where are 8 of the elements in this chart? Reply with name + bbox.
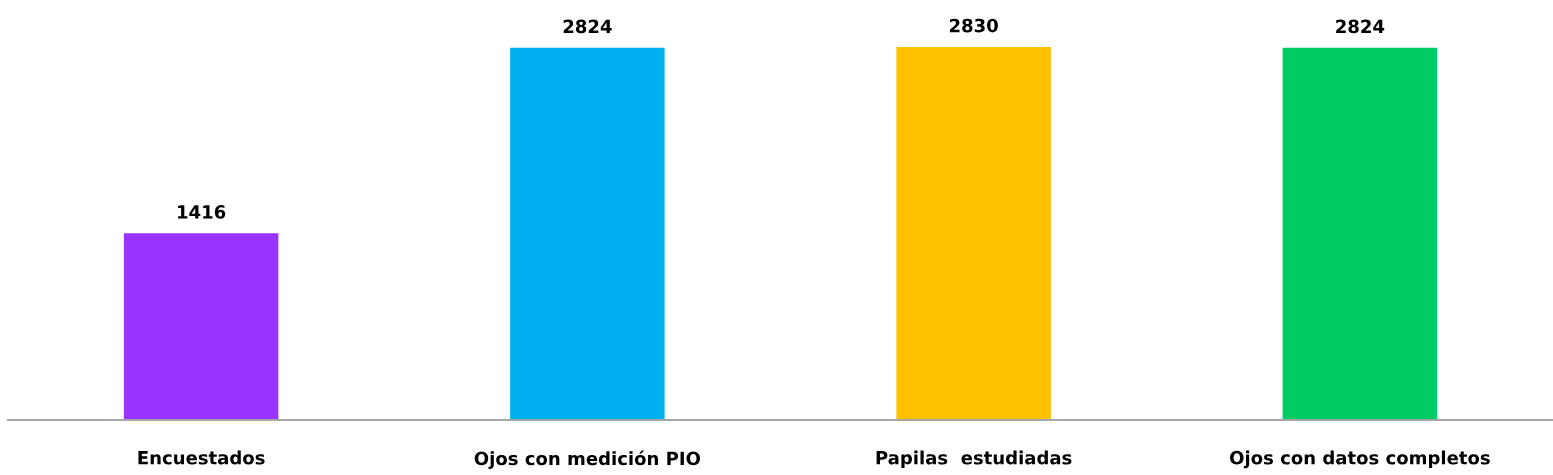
- x-tick-label: Ojos con datos completos: [1230, 450, 1490, 469]
- x-tick-label: Ojos con medición PIO: [474, 450, 701, 469]
- data-label: 1416: [178, 205, 226, 219]
- x-tick-label: Encuestados: [138, 450, 265, 465]
- data-label: 2830: [949, 18, 998, 33]
- data-label: 2824: [1336, 19, 1385, 34]
- data-label: 2824: [563, 19, 612, 34]
- x-tick-label: Papilas estudiadas: [876, 450, 1072, 469]
